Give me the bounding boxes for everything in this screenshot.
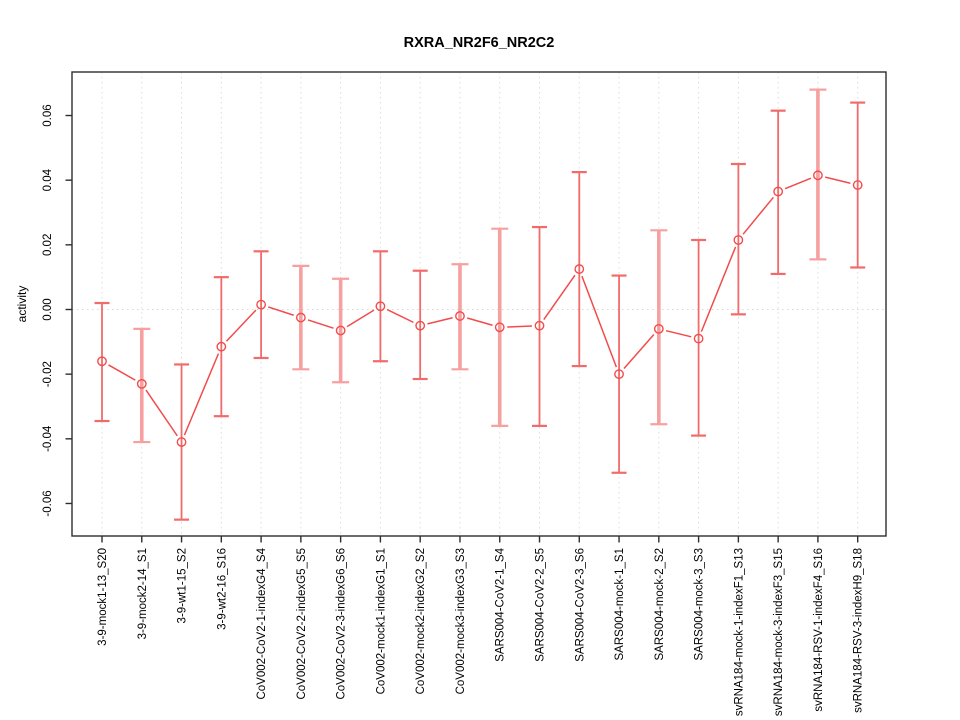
- data-point: [375, 301, 386, 312]
- data-point: [256, 299, 266, 310]
- y-tick-label: -0.04: [42, 425, 54, 452]
- series-line-layer: [108, 176, 851, 437]
- series-segment: [183, 353, 220, 436]
- x-tick-label: svRNA184-RSV-3-indexH9_S18: [853, 548, 865, 713]
- data-point: [97, 356, 107, 367]
- series-segment: [427, 317, 453, 325]
- y-tick-label: -0.02: [42, 361, 54, 387]
- x-tick-label: SARS004-mock-3_S3: [694, 548, 706, 661]
- x-tick-label: 3-9-wt1-15_S2: [177, 548, 189, 623]
- data-point: [773, 186, 784, 197]
- x-tick-label: CoV002-mock1-indexG1_S1: [375, 548, 387, 694]
- data-point: [176, 437, 187, 447]
- series-segment: [623, 334, 655, 370]
- series-segment: [742, 196, 774, 235]
- series-segment: [307, 319, 334, 329]
- x-tick-label: CoV002-CoV2-3-indexG6_S6: [336, 548, 348, 700]
- series-segment: [145, 389, 178, 437]
- x-tick-label: SARS004-CoV2-1_S4: [495, 547, 507, 661]
- series-segment: [581, 275, 618, 368]
- data-point: [852, 180, 863, 190]
- x-tick-label: CoV002-CoV2-1-indexG4_S4: [256, 547, 268, 699]
- y-tick-label: 0.04: [42, 168, 54, 191]
- series-segment: [507, 325, 533, 328]
- data-point: [653, 323, 664, 334]
- series-segment: [386, 308, 414, 324]
- errorbar-layer: [94, 88, 866, 521]
- x-tick-label: SARS004-mock-1_S1: [614, 548, 626, 661]
- data-point: [136, 378, 147, 389]
- gridline-layer: [72, 72, 886, 536]
- x-tick-label: CoV002-CoV2-2-indexG5_S5: [296, 548, 308, 700]
- data-point: [614, 369, 624, 380]
- x-tick-label: 3-9-mock1-13_S20: [97, 548, 109, 646]
- data-point-layer: [97, 170, 863, 447]
- data-point: [693, 333, 704, 344]
- y-tick-label: -0.06: [42, 490, 54, 516]
- series-segment: [346, 309, 375, 328]
- series-segment: [665, 329, 692, 338]
- x-axis-layer: 3-9-mock1-13_S20 3-9-mock2-14_S1 3-9-wt1-1…: [97, 536, 865, 716]
- series-segment: [825, 176, 851, 184]
- x-tick-label: CoV002-mock2-indexG2_S2: [415, 548, 427, 694]
- y-tick-label: 0.02: [42, 234, 54, 256]
- y-axis-layer: 0.06 0.04 0.02 0.00 -0.02 -0.04 -0.06: [42, 104, 72, 517]
- series-segment: [466, 317, 493, 326]
- data-point: [216, 341, 227, 352]
- series-segment: [700, 246, 737, 332]
- series-segment: [784, 177, 812, 190]
- data-point: [335, 325, 346, 336]
- data-point: [534, 320, 545, 331]
- data-point: [813, 170, 823, 181]
- x-tick-label: SARS004-CoV2-3_S6: [574, 548, 586, 662]
- series-segment: [108, 364, 136, 381]
- x-tick-label: SARS004-mock-2_S2: [654, 548, 666, 661]
- data-point: [295, 312, 306, 323]
- x-tick-label: 3-9-mock2-14_S1: [137, 548, 149, 639]
- y-axis-title: activity: [15, 286, 29, 323]
- data-point: [494, 322, 505, 333]
- x-tick-label: svRNA184-mock-3-indexF3_S15: [773, 548, 785, 716]
- data-point: [415, 320, 426, 331]
- x-tick-label: svRNA184-RSV-1-indexF4_S16: [813, 548, 825, 712]
- data-point: [455, 311, 465, 321]
- x-tick-label: CoV002-mock3-indexG3_S3: [455, 548, 467, 694]
- x-tick-label: SARS004-CoV2-2_S5: [535, 548, 547, 662]
- x-tick-label: svRNA184-mock-1-indexF1_S13: [733, 548, 745, 716]
- series-segment: [225, 309, 257, 342]
- x-tick-label: 3-9-wt2-16_S16: [216, 548, 228, 630]
- y-tick-label: 0.06: [42, 104, 54, 126]
- chart-title: RXRA_NR2F6_NR2C2: [404, 35, 555, 51]
- data-point: [574, 264, 585, 274]
- data-point: [733, 235, 744, 245]
- series-segment: [543, 274, 576, 320]
- series-segment: [267, 306, 294, 316]
- plot-border-box: [71, 71, 887, 537]
- y-tick-label: 0.00: [42, 298, 54, 320]
